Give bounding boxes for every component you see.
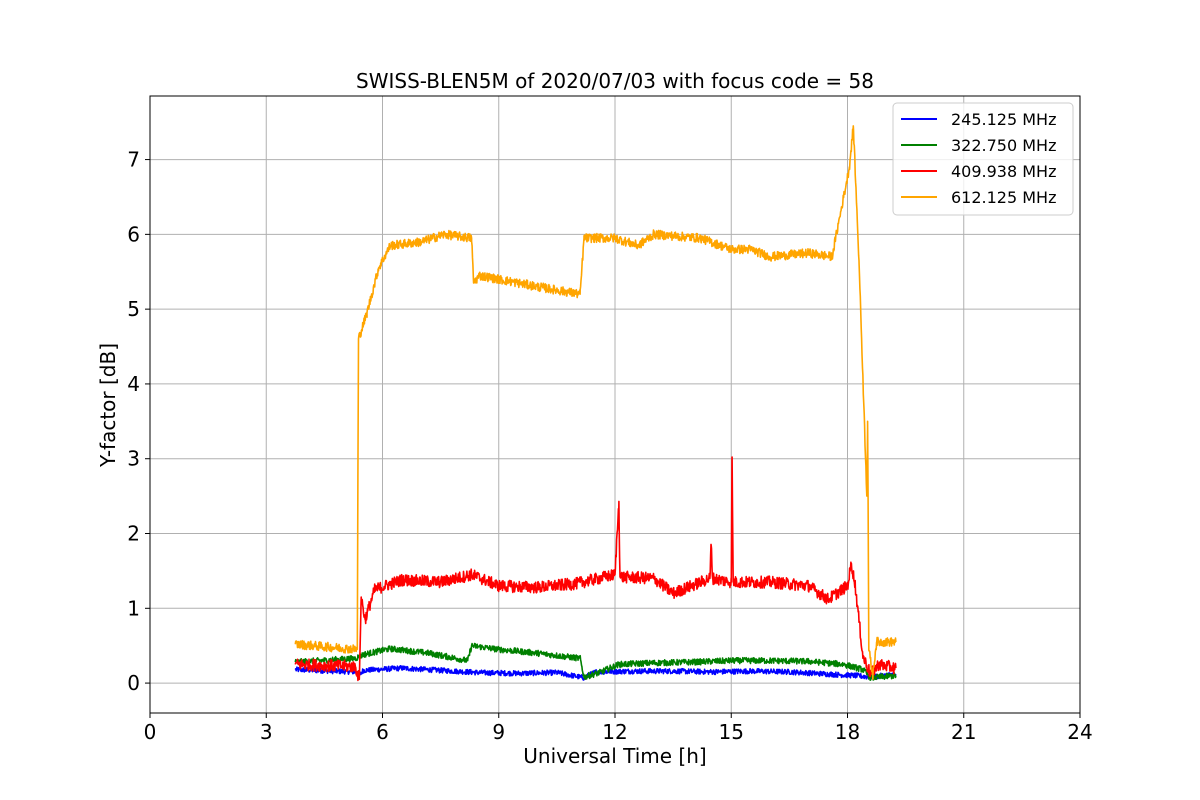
x-tick-label: 24 — [1067, 720, 1092, 744]
legend-label-1: 245.125 MHz — [951, 110, 1056, 129]
x-tick-label: 21 — [951, 720, 976, 744]
x-tick-label: 9 — [492, 720, 505, 744]
x-ticks: 0 3 6 9 12 15 18 21 24 — [144, 713, 1093, 744]
y-tick-label: 7 — [127, 148, 140, 172]
y-tick-label: 0 — [127, 671, 140, 695]
legend-label-3: 409.938 MHz — [951, 162, 1056, 181]
x-tick-label: 3 — [260, 720, 273, 744]
y-tick-label: 2 — [127, 522, 140, 546]
x-tick-label: 15 — [719, 720, 744, 744]
x-tick-label: 6 — [376, 720, 389, 744]
y-ticks: 0 1 2 3 4 5 6 7 — [127, 148, 150, 695]
x-axis-label: Universal Time [h] — [523, 744, 706, 768]
y-tick-label: 4 — [127, 372, 140, 396]
y-tick-label: 6 — [127, 222, 140, 246]
series-line-2 — [294, 642, 897, 681]
legend: 245.125 MHz 322.750 MHz 409.938 MHz 612.125… — [892, 102, 1074, 216]
y-axis-label: Y-factor [dB] — [96, 343, 120, 468]
y-tick-label: 5 — [127, 297, 140, 321]
x-tick-label: 18 — [835, 720, 860, 744]
series-layer — [294, 125, 897, 682]
series-line-4 — [294, 125, 897, 680]
y-tick-label: 1 — [127, 596, 140, 620]
x-tick-label: 0 — [144, 720, 157, 744]
y-tick-label: 3 — [127, 447, 140, 471]
x-tick-label: 12 — [602, 720, 627, 744]
legend-label-2: 322.750 MHz — [951, 136, 1056, 155]
legend-box — [892, 102, 1074, 216]
series-line-3 — [294, 456, 897, 682]
chart-title: SWISS-BLEN5M of 2020/07/03 with focus co… — [356, 69, 874, 93]
legend-label-4: 612.125 MHz — [951, 188, 1056, 207]
